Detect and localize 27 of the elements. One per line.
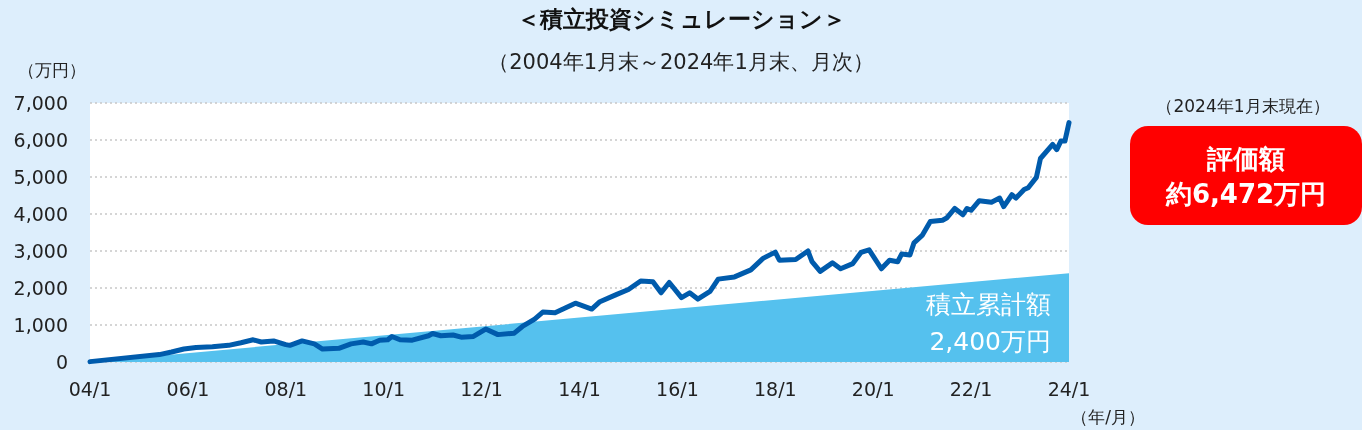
x-tick-label: 24/1 — [1047, 378, 1091, 400]
y-tick-label: 6,000 — [13, 129, 68, 151]
x-tick-label: 08/1 — [264, 378, 308, 400]
x-tick-label: 12/1 — [460, 378, 503, 400]
x-tick-label: 06/1 — [166, 378, 210, 400]
x-tick-label: 22/1 — [949, 378, 993, 400]
y-tick-label: 4,000 — [13, 203, 68, 225]
x-tick-label: 16/1 — [656, 378, 699, 400]
value-box: 評価額 約6,472万円 — [1130, 126, 1362, 225]
chart-subtitle: （2004年1月末～2024年1月末、月次） — [488, 50, 874, 74]
y-axis-title: （万円） — [18, 60, 86, 80]
text: （2024年1月末現在） — [1156, 96, 1330, 116]
series-label: 積立累計額 — [926, 290, 1051, 320]
y-tick-label: 3,000 — [13, 240, 68, 262]
x-tick-label: 04/1 — [68, 378, 112, 400]
x-tick-label: 14/1 — [558, 378, 601, 400]
y-tick-label: 5,000 — [13, 166, 68, 188]
x-tick-label: 18/1 — [753, 378, 797, 400]
x-axis-title: （年/月） — [1071, 407, 1145, 427]
annotation: 2,400万円 — [929, 327, 1051, 356]
x-tick-label: 10/1 — [362, 378, 406, 400]
y-tick-label: 0 — [55, 351, 68, 373]
y-tick-label: 1,000 — [13, 314, 68, 336]
y-tick-label: 2,000 — [13, 277, 68, 299]
y-tick-label: 7,000 — [13, 92, 68, 114]
chart-title: ＜積立投資シミュレーション＞ — [516, 6, 846, 32]
x-tick-label: 20/1 — [851, 378, 895, 400]
